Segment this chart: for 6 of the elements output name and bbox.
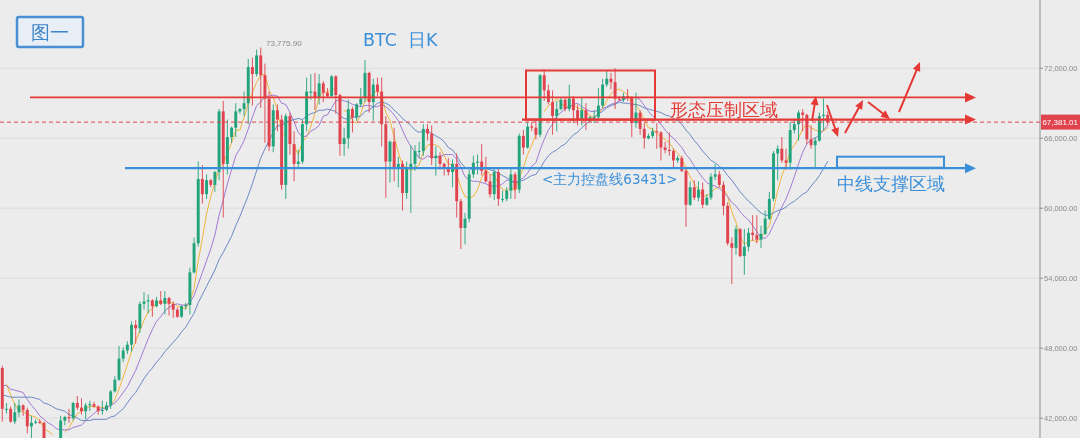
ref-line-label: <主力控盘线63431> <box>542 171 678 188</box>
ref-line-label: 形态压制区域 <box>670 99 778 121</box>
annotation: 图一 <box>31 21 69 43</box>
text: 中线支撑区域 <box>837 172 945 194</box>
text: BTC 日K <box>363 29 439 50</box>
annotation: 73,775.90 <box>266 38 303 48</box>
